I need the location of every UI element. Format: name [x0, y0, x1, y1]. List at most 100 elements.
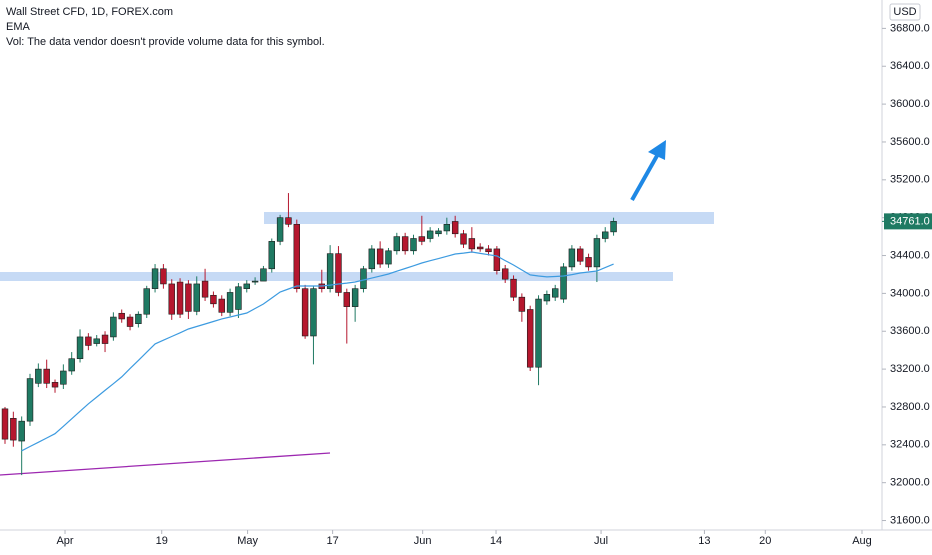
candle-body	[68, 358, 75, 372]
candle-body	[110, 316, 117, 338]
candle-body	[510, 278, 517, 298]
y-tick-label: 33200.0	[890, 363, 930, 375]
currency[interactable]: USD	[893, 6, 916, 18]
x-tick-label: Aug	[852, 535, 872, 547]
y-tick-label: 32000.0	[890, 477, 930, 489]
candle-body	[418, 236, 426, 242]
arrow-shaft	[630, 153, 660, 201]
candle-body	[135, 313, 142, 324]
candle-body	[535, 298, 542, 368]
y-tick-label: 35200.0	[890, 174, 930, 186]
y-tick-label: 33600.0	[890, 325, 930, 337]
candle-body	[326, 253, 334, 289]
x-tick-label: Apr	[56, 535, 73, 547]
candle-body	[593, 238, 601, 268]
x-tick-label: Jun	[414, 535, 432, 547]
candle-body	[218, 298, 225, 313]
y-tick-label: 31600.0	[890, 514, 930, 526]
candle-body	[543, 294, 551, 302]
y-tick-label: 35600.0	[890, 136, 930, 148]
candle-body	[385, 250, 392, 265]
candle-body	[160, 268, 167, 285]
indicator-label: EMA	[6, 21, 31, 33]
candle-body	[343, 292, 351, 307]
candle-body	[518, 296, 526, 312]
candle-body	[368, 248, 376, 270]
candle-body	[268, 241, 275, 270]
chart-title: Wall Street CFD, 1D, FOREX.com	[6, 6, 173, 18]
arrow	[630, 140, 666, 201]
y-tick-label: 34000.0	[890, 287, 930, 299]
x-tick-label: May	[237, 535, 258, 547]
candle-body	[585, 257, 592, 268]
x-tick-label: 19	[156, 535, 168, 547]
candle-body	[560, 266, 567, 300]
candle-body	[610, 221, 617, 233]
candle-body	[435, 230, 442, 235]
candle-body	[476, 246, 484, 250]
candle-body	[310, 288, 317, 337]
candle-body	[76, 336, 84, 359]
last-price-label: 34761.0	[890, 215, 930, 227]
candle-body	[85, 336, 92, 346]
candle-body	[35, 368, 42, 384]
candle-body	[568, 248, 576, 268]
candle-body	[43, 368, 50, 384]
candle-body	[276, 217, 284, 242]
last-price-box	[884, 213, 932, 230]
candle-body	[101, 334, 109, 344]
trend-line	[0, 452, 331, 476]
candle-body	[18, 420, 25, 442]
candle-body	[176, 281, 184, 315]
y-tick-label: 36400.0	[890, 60, 930, 72]
candle-body	[351, 288, 359, 307]
x-tick-label: 17	[327, 535, 339, 547]
candle-body	[285, 217, 292, 225]
arrow-head	[648, 140, 666, 160]
candle-body	[51, 382, 59, 388]
candle-body	[485, 248, 492, 253]
candle-body	[493, 248, 501, 271]
y-tick-label: 36800.0	[890, 22, 930, 34]
y-tick-label: 32400.0	[890, 439, 930, 451]
candle-body	[393, 236, 401, 252]
candle-body	[401, 236, 409, 252]
candle-body	[60, 370, 67, 385]
candle-body	[10, 418, 17, 441]
candle-body	[460, 233, 467, 245]
candle-body	[1, 408, 9, 440]
y-tick-label: 36000.0	[890, 98, 930, 110]
candle-body	[451, 221, 459, 235]
candle-body	[426, 230, 434, 239]
candle-body	[243, 283, 250, 289]
ema-line	[21, 251, 614, 452]
x-tick-label: 20	[759, 535, 771, 547]
candle-body	[151, 268, 159, 289]
candle-body	[126, 316, 134, 327]
x-tick-label: Jul	[594, 535, 608, 547]
resistance-zone	[264, 212, 714, 224]
candle-body	[335, 253, 342, 293]
y-tick-label: 32800.0	[890, 401, 930, 413]
candle-body	[93, 338, 100, 344]
candle-body	[410, 238, 417, 252]
candle-body	[235, 286, 242, 310]
candle-body	[602, 231, 609, 239]
candle-body	[551, 288, 559, 298]
candle-body	[210, 294, 217, 305]
candle-body	[526, 309, 534, 368]
candle-body	[26, 378, 34, 422]
candle-body	[168, 283, 175, 315]
candle-body	[185, 283, 192, 312]
x-tick-label: 14	[490, 535, 502, 547]
candle-body	[118, 312, 125, 320]
candle-body	[143, 288, 150, 315]
y-tick-label: 34400.0	[890, 249, 930, 261]
candle-body	[226, 292, 234, 313]
candle-body	[260, 268, 267, 282]
candle-body	[443, 224, 451, 232]
currency-box[interactable]	[889, 3, 921, 21]
candle-body	[251, 280, 259, 283]
